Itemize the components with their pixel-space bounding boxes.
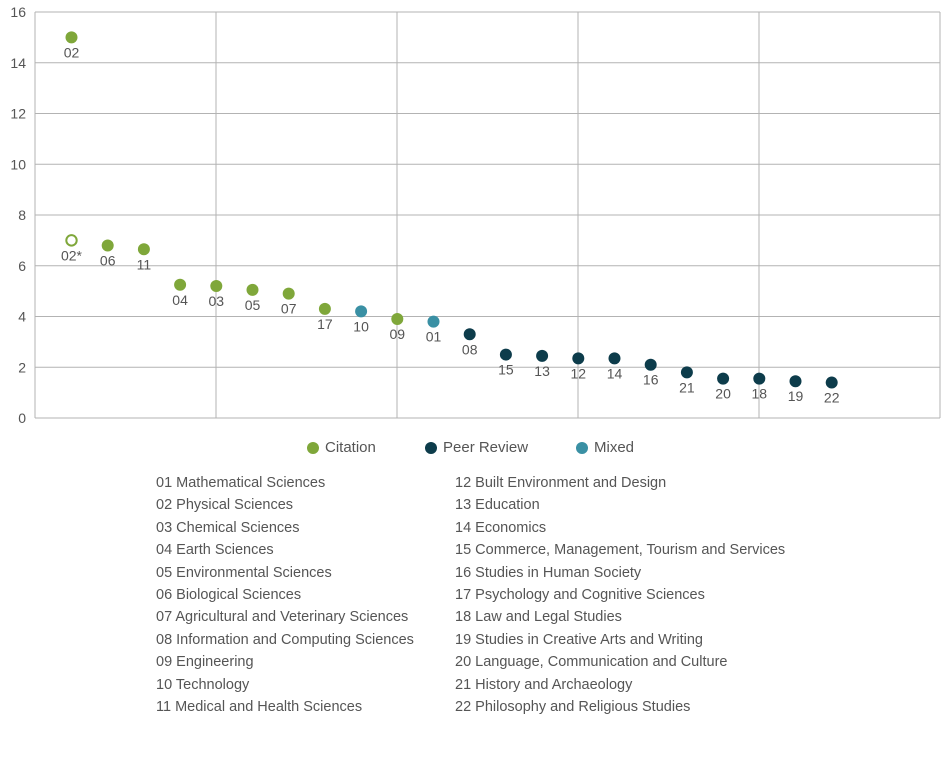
data-point xyxy=(608,352,621,365)
code-key-left-column: 01 Mathematical Sciences 02 Physical Scie… xyxy=(156,472,414,718)
data-point-label: 03 xyxy=(209,293,225,309)
legend-label-citation: Citation xyxy=(325,439,376,456)
data-point xyxy=(499,348,512,361)
code-key-item: 11 Medical and Health Sciences xyxy=(156,698,363,715)
code-key-item: 09 Engineering xyxy=(156,654,254,671)
data-point-label: 18 xyxy=(752,386,768,402)
data-point-label: 08 xyxy=(462,341,478,357)
data-point-label: 02* xyxy=(61,247,83,263)
y-tick-label: 6 xyxy=(18,258,26,274)
code-key-item: 19 Studies in Creative Arts and Writing xyxy=(455,631,703,648)
data-point-label: 07 xyxy=(281,301,297,317)
code-key-item: 22 Philosophy and Religious Studies xyxy=(455,698,691,715)
data-point xyxy=(463,328,476,341)
y-tick-label: 12 xyxy=(10,106,26,122)
data-point-label: 13 xyxy=(534,363,550,379)
data-point xyxy=(680,366,693,379)
code-key-right-column: 12 Built Environment and Design 13 Educat… xyxy=(455,472,785,718)
data-point xyxy=(282,287,295,300)
data-point-label: 17 xyxy=(317,316,333,332)
data-point-hollow xyxy=(65,234,78,247)
data-point xyxy=(101,239,114,252)
legend-item-peer-review: Peer Review xyxy=(425,439,528,456)
data-point-label: 04 xyxy=(172,292,188,308)
code-key-item: 14 Economics xyxy=(455,519,547,536)
y-tick-label: 8 xyxy=(18,207,26,223)
code-key-item: 01 Mathematical Sciences xyxy=(156,475,326,491)
data-point xyxy=(391,313,404,326)
legend-label-mixed: Mixed xyxy=(594,439,635,456)
data-point-label: 10 xyxy=(353,318,369,334)
data-point-label: 14 xyxy=(607,365,623,381)
legend-label-peer-review: Peer Review xyxy=(443,439,529,456)
code-key-item: 06 Biological Sciences xyxy=(156,586,302,603)
data-point xyxy=(644,358,657,371)
y-tick-label: 0 xyxy=(18,410,26,426)
code-key-item: 13 Education xyxy=(455,497,540,514)
y-tick-label: 14 xyxy=(10,55,26,71)
legend-item-citation: Citation xyxy=(307,439,376,456)
code-key-item: 03 Chemical Sciences xyxy=(156,519,300,536)
code-key-item: 15 Commerce, Management, Tourism and Ser… xyxy=(455,542,786,559)
y-tick-label: 2 xyxy=(18,359,26,375)
code-key-item: 07 Agricultural and Veterinary Sciences xyxy=(156,609,409,626)
legend-swatch-peer-review xyxy=(425,441,437,454)
data-point-label: 01 xyxy=(426,329,442,345)
data-point xyxy=(355,305,368,318)
chart-legend: Citation Peer Review Mixed xyxy=(0,439,945,461)
y-tick-label: 16 xyxy=(10,4,26,20)
data-point-label: 06 xyxy=(100,252,116,268)
data-point xyxy=(137,243,150,256)
y-tick-label: 4 xyxy=(18,309,26,325)
legend-item-mixed: Mixed xyxy=(576,439,634,456)
data-point xyxy=(427,315,440,328)
data-point xyxy=(246,283,259,296)
code-key-item: 16 Studies in Human Society xyxy=(455,564,642,581)
data-point xyxy=(174,278,187,291)
data-point xyxy=(536,349,549,362)
data-point-label: 12 xyxy=(571,365,587,381)
data-point-label: 21 xyxy=(679,379,695,395)
data-point-label: 19 xyxy=(788,388,804,404)
code-key-item: 17 Psychology and Cognitive Sciences xyxy=(455,586,705,603)
legend-swatch-mixed xyxy=(576,441,588,454)
data-point-label: 16 xyxy=(643,372,659,388)
code-key-item: 10 Technology xyxy=(156,676,250,693)
data-point-label: 20 xyxy=(715,386,731,402)
data-point-label: 05 xyxy=(245,297,261,313)
code-key-item: 18 Law and Legal Studies xyxy=(455,609,622,626)
legend-swatch-citation xyxy=(307,441,319,454)
code-key-item: 08 Information and Computing Sciences xyxy=(156,631,414,648)
data-point xyxy=(318,302,331,315)
y-tick-label: 10 xyxy=(10,156,26,172)
data-point-label: 09 xyxy=(390,326,406,342)
data-point-label: 11 xyxy=(137,256,152,272)
data-point xyxy=(753,372,766,385)
code-key-item: 20 Language, Communication and Culture xyxy=(455,654,728,671)
data-point-label: 22 xyxy=(824,389,840,405)
code-key-item: 04 Earth Sciences xyxy=(156,542,274,559)
code-key-item: 12 Built Environment and Design xyxy=(455,475,667,491)
data-point xyxy=(210,280,223,293)
data-point xyxy=(65,31,78,44)
code-key-item: 21 History and Archaeology xyxy=(455,676,633,693)
code-key-item: 05 Environmental Sciences xyxy=(156,564,332,581)
data-point xyxy=(789,375,802,388)
data-point xyxy=(717,372,730,385)
data-point-label: 02 xyxy=(64,44,80,60)
data-point-label: 15 xyxy=(498,362,514,378)
data-point xyxy=(572,352,585,365)
data-point xyxy=(825,376,838,389)
code-key-item: 02 Physical Sciences xyxy=(156,497,294,514)
